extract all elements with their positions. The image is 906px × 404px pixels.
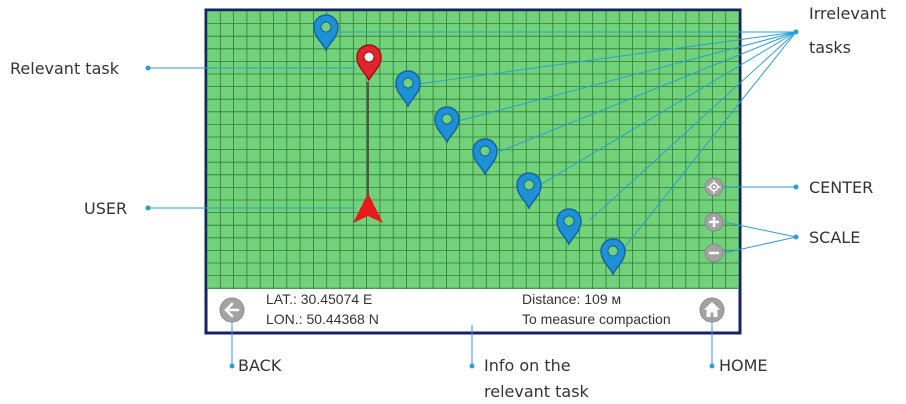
back-label: BACK — [238, 356, 282, 375]
irrelevant-task-pin-icon[interactable] — [516, 172, 542, 210]
user-label: USER — [84, 199, 128, 218]
longitude-value: LON.: 50.44368 N — [266, 311, 379, 327]
home-callout-dot — [709, 363, 715, 369]
crosshair-icon — [707, 180, 721, 194]
center-label: CENTER — [809, 178, 874, 197]
user-marker-icon[interactable] — [353, 193, 383, 223]
zoom-in-button[interactable] — [704, 212, 724, 232]
relevant-callout-dot — [145, 65, 151, 71]
irrelevant-task-pin-icon[interactable] — [313, 14, 339, 52]
arrow-left-icon — [224, 302, 240, 318]
scale-label: SCALE — [809, 228, 861, 247]
house-icon — [704, 302, 720, 317]
irrelevant-tasks-label-line1: Irrelevant — [809, 4, 887, 23]
irrelevant-task-pin-icon[interactable] — [434, 106, 460, 144]
scale-callout-line-minus — [723, 236, 797, 254]
zoom-out-button[interactable] — [704, 243, 724, 263]
home-label: HOME — [719, 356, 768, 375]
irrelevant-task-pin-icon[interactable] — [556, 208, 582, 246]
irrelevant-callout-lines — [338, 31, 797, 249]
irrelevant-task-pin-icon[interactable] — [395, 70, 421, 108]
relevant-task-pin-icon[interactable] — [356, 44, 382, 82]
scale-callout-dot — [793, 234, 799, 240]
back-button[interactable] — [219, 297, 245, 323]
center-callout-dot — [793, 184, 799, 190]
info-label-line1: Info on the — [484, 356, 571, 375]
task-pins — [313, 14, 626, 276]
plus-icon — [709, 217, 719, 227]
home-button[interactable] — [699, 297, 725, 323]
scale-callout-line-plus — [723, 221, 797, 238]
irrelevant-callout-dot — [793, 29, 799, 35]
map-grid — [207, 11, 739, 289]
distance-value: Distance: 109 м — [522, 291, 622, 307]
task-name: To measure compaction — [522, 311, 671, 327]
back-callout-dot — [229, 363, 235, 369]
latitude-value: LAT.: 30.45074 E — [266, 291, 373, 307]
info-label-line2: relevant task — [484, 382, 589, 401]
user-callout-dot — [145, 205, 151, 211]
center-button[interactable] — [704, 177, 724, 197]
irrelevant-tasks-label-line2: tasks — [809, 38, 852, 57]
info-callout-dot — [469, 363, 475, 369]
irrelevant-task-pin-icon[interactable] — [600, 238, 626, 276]
irrelevant-task-pin-icon[interactable] — [472, 138, 498, 176]
relevant-task-label: Relevant task — [10, 59, 119, 78]
